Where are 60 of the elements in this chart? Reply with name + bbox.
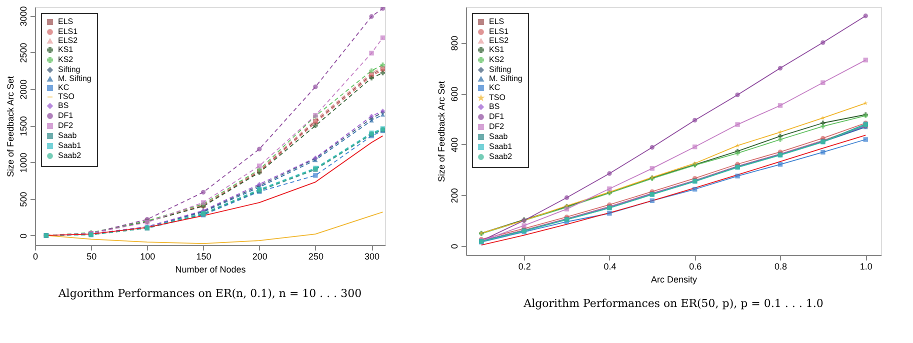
x-tick-label: 0.4 bbox=[604, 262, 616, 272]
legend-label: KS2 bbox=[58, 55, 74, 64]
legend-label: BS bbox=[489, 102, 500, 111]
y-tick-label: 1000 bbox=[18, 152, 28, 173]
y-tick-label: 2500 bbox=[18, 42, 28, 63]
x-tick-label: 0.6 bbox=[689, 262, 702, 272]
y-tick-label: 200 bbox=[450, 188, 460, 204]
legend-label: DF2 bbox=[489, 122, 505, 131]
y-tick-label: 400 bbox=[450, 137, 460, 152]
y-tick-label: 500 bbox=[18, 192, 28, 207]
legend-label: Saab bbox=[489, 132, 508, 141]
legend-label: Saab2 bbox=[58, 151, 82, 160]
legend-label: KS2 bbox=[489, 55, 505, 64]
y-tick-label: 1500 bbox=[18, 116, 28, 136]
y-tick-label: 0 bbox=[450, 244, 460, 249]
legend-label: KC bbox=[489, 83, 500, 92]
y-tick-label: 3000 bbox=[18, 6, 28, 26]
legend-label: DF2 bbox=[58, 121, 74, 130]
legend-label: KC bbox=[58, 83, 70, 92]
x-tick-label: 1.0 bbox=[860, 262, 872, 272]
legend-label: ELS1 bbox=[489, 27, 510, 36]
legend-label: Saab2 bbox=[489, 152, 513, 161]
legend-label: Saab1 bbox=[489, 142, 513, 151]
legend-label: ELS bbox=[58, 17, 74, 26]
x-tick-label: 100 bbox=[140, 252, 156, 262]
y-tick-label: 2000 bbox=[18, 80, 28, 100]
x-tick-label: 0.8 bbox=[774, 262, 787, 272]
text: Algorithm Performances on ER(n, 0.1), n = 10 . . . 300 bbox=[57, 287, 362, 300]
text: Algorithm Performances on ER(50, p), p = 0.1 . . . 1.0 bbox=[522, 297, 824, 310]
legend-label: ELS bbox=[489, 17, 504, 26]
x-axis-title: Number of Nodes bbox=[175, 264, 246, 274]
x-tick-label: 200 bbox=[252, 252, 268, 262]
y-tick-label: 0 bbox=[18, 233, 28, 238]
x-tick-label: 50 bbox=[86, 252, 97, 262]
legend-label: ELS1 bbox=[58, 27, 78, 36]
legend-label: DF1 bbox=[58, 111, 74, 120]
legend-label: DF1 bbox=[489, 112, 505, 121]
x-tick-label: 0.2 bbox=[518, 262, 531, 272]
x-axis-title: Arc Density bbox=[650, 274, 698, 284]
legend-label: M. Sifting bbox=[489, 74, 522, 83]
y-tick-label: 800 bbox=[450, 36, 460, 51]
legend-label: KS1 bbox=[489, 45, 505, 54]
x-tick-label: 0 bbox=[32, 252, 38, 262]
y-axis-title: Size of Feedback Arc Set bbox=[436, 80, 446, 182]
legend-label: KS1 bbox=[58, 45, 74, 54]
x-tick-label: 300 bbox=[364, 252, 380, 262]
y-axis-title: Size of Feedback Arc Set bbox=[6, 75, 16, 178]
x-tick-label: 150 bbox=[196, 252, 212, 262]
legend-label: Sifting bbox=[489, 65, 512, 74]
x-tick-label: 250 bbox=[308, 252, 324, 262]
legend-label: Saab bbox=[58, 131, 78, 140]
legend-label: ELS2 bbox=[58, 36, 78, 45]
legend-label: Saab1 bbox=[58, 141, 82, 150]
legend-label: Sifting bbox=[58, 65, 80, 74]
legend-label: TSO bbox=[489, 93, 506, 102]
y-tick-label: 600 bbox=[450, 86, 460, 102]
legend-label: BS bbox=[58, 101, 69, 110]
legend-label: M. Sifting bbox=[58, 74, 92, 83]
legend-label: TSO bbox=[58, 92, 74, 101]
legend-label: ELS2 bbox=[489, 36, 510, 45]
